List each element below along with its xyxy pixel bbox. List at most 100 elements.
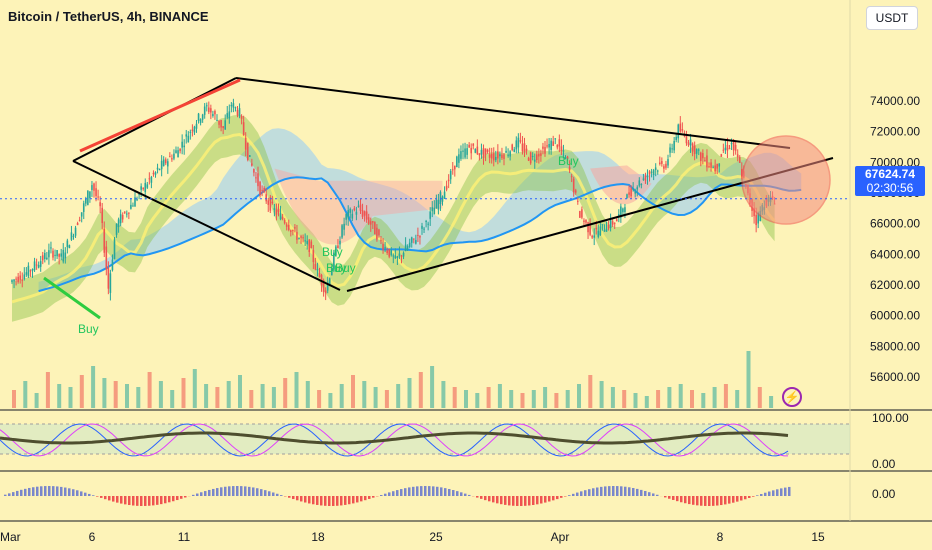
momentum-bar (536, 496, 539, 505)
candle-body (652, 170, 655, 175)
candle-body (671, 148, 673, 150)
candle-body (54, 254, 56, 256)
candle-body (386, 250, 388, 253)
candle-body (372, 221, 374, 223)
candle-body (720, 154, 723, 157)
candle-body (384, 247, 386, 249)
candle-body (351, 213, 354, 219)
candle-body (318, 273, 321, 277)
volume-bar (599, 381, 604, 408)
candle-body (41, 255, 44, 261)
candle-body (443, 191, 446, 199)
momentum-bar (68, 488, 71, 496)
momentum-bar (752, 496, 755, 497)
momentum-bar (28, 487, 31, 496)
candle-body (710, 162, 712, 168)
momentum-bar (672, 496, 675, 500)
volume-bar (509, 390, 514, 408)
volume-bar (79, 375, 84, 408)
momentum-bar (468, 494, 471, 496)
candle-body (80, 212, 83, 217)
highlight-circle (741, 135, 831, 225)
candle-body (693, 145, 696, 155)
candle-body (406, 246, 409, 250)
candle-body (281, 216, 284, 220)
momentum-bar (44, 486, 47, 496)
candle-body (162, 159, 165, 166)
momentum-bar (492, 496, 495, 503)
candle-body (451, 169, 454, 171)
candle-body (630, 188, 632, 197)
momentum-bar (144, 496, 147, 506)
momentum-bar (268, 491, 271, 496)
volume-bar (328, 393, 333, 408)
momentum-bar (148, 496, 151, 506)
momentum-bar (772, 490, 775, 496)
last-price-value: 67624.74 (864, 167, 916, 181)
momentum-bar (744, 496, 747, 500)
momentum-bar (448, 489, 451, 496)
momentum-bar (8, 493, 11, 496)
candle-body (308, 239, 311, 252)
lightning-icon[interactable]: ⚡ (782, 387, 802, 407)
candle-body (62, 249, 65, 262)
candle-body (615, 219, 618, 222)
candle-body (548, 143, 550, 148)
candle-body (226, 113, 229, 118)
currency-button[interactable]: USDT (866, 6, 918, 30)
momentum-bar (600, 486, 603, 496)
volume-bar (475, 393, 480, 408)
volume-bar (34, 393, 39, 408)
momentum-bar (560, 496, 563, 498)
candle-body (577, 200, 579, 202)
momentum-bar (280, 495, 283, 496)
volume-bar (735, 390, 740, 408)
volume-bar (204, 384, 209, 408)
candle-body (447, 179, 450, 182)
candle-body (648, 171, 651, 175)
candle-body (376, 227, 378, 240)
candle-body (611, 221, 614, 225)
volume-bar (464, 390, 468, 408)
candle-body (702, 153, 704, 159)
x-tick-label: Apr (551, 530, 570, 544)
candle-body (597, 230, 600, 237)
candle-body (544, 146, 546, 154)
volume-bar (486, 387, 491, 408)
candle-body (154, 172, 157, 175)
candle-body (626, 194, 628, 199)
candle-body (628, 192, 630, 195)
candle-body (261, 189, 263, 191)
momentum-bar (696, 496, 699, 506)
candle-body (499, 154, 501, 157)
candle-body (306, 240, 308, 245)
candle-body (492, 153, 495, 161)
momentum-bar (208, 489, 211, 496)
candle-body (552, 141, 554, 146)
momentum-bar (424, 486, 427, 496)
momentum-bar (532, 496, 535, 505)
rsi-line (0, 431, 789, 445)
momentum-bar (332, 496, 335, 506)
momentum-bar (220, 487, 223, 496)
rsi-tick-0: 0.00 (872, 457, 896, 471)
momentum-bar (24, 488, 27, 496)
momentum-bar (580, 491, 583, 496)
candle-body (177, 150, 179, 158)
candle-body (279, 213, 282, 220)
volume-bar (407, 378, 412, 408)
candle-body (689, 139, 692, 146)
momentum-bar (12, 492, 15, 496)
momentum-bar (48, 486, 51, 496)
candle-body (328, 278, 331, 285)
candle-body (179, 148, 181, 152)
momentum-bar (336, 496, 339, 506)
candle-body (400, 255, 403, 257)
volume-bar (271, 387, 276, 408)
momentum-bar (644, 490, 647, 496)
volume-bar (125, 384, 129, 408)
candle-body (343, 223, 345, 230)
candle-body (304, 240, 306, 242)
